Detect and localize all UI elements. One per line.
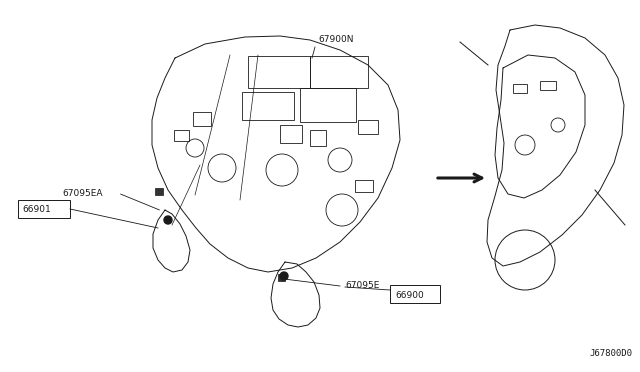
Bar: [310, 56, 368, 88]
Circle shape: [164, 216, 172, 224]
Bar: [155, 188, 163, 195]
Text: J67800D0: J67800D0: [589, 349, 632, 358]
Bar: [242, 92, 294, 120]
Bar: [248, 56, 310, 88]
Bar: [278, 274, 285, 281]
Text: 66900: 66900: [395, 291, 424, 299]
Bar: [390, 285, 440, 303]
Bar: [358, 120, 378, 134]
Text: 67900N: 67900N: [318, 35, 353, 44]
Text: 67095E: 67095E: [345, 282, 380, 291]
Circle shape: [280, 272, 288, 280]
Bar: [300, 88, 356, 122]
Text: 67095EA: 67095EA: [62, 189, 102, 198]
Bar: [355, 180, 373, 192]
Bar: [280, 125, 302, 143]
Text: 66901: 66901: [22, 205, 51, 215]
Bar: [513, 83, 527, 93]
Bar: [540, 80, 556, 90]
Bar: [310, 130, 326, 146]
Bar: [174, 130, 189, 141]
Bar: [193, 112, 211, 126]
Bar: [18, 200, 70, 218]
